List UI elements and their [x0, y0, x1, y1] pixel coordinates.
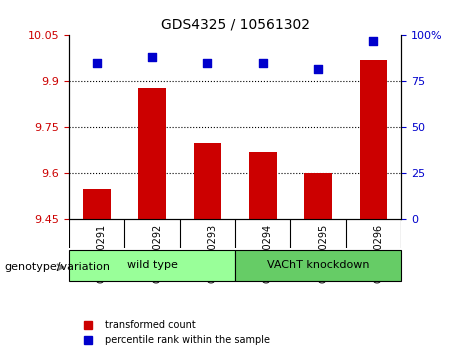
- FancyBboxPatch shape: [235, 250, 401, 281]
- Point: [314, 66, 322, 72]
- Text: GSM920296: GSM920296: [373, 224, 384, 283]
- Bar: [83, 189, 111, 219]
- Point: [204, 60, 211, 66]
- Point: [148, 55, 156, 60]
- Legend: transformed count, percentile rank within the sample: transformed count, percentile rank withi…: [74, 316, 274, 349]
- Point: [370, 38, 377, 44]
- Bar: [304, 173, 332, 219]
- Text: wild type: wild type: [127, 261, 177, 270]
- Point: [93, 60, 100, 66]
- Text: GSM920294: GSM920294: [263, 224, 273, 283]
- Point: [259, 60, 266, 66]
- Bar: [194, 143, 221, 219]
- Text: genotype/variation: genotype/variation: [5, 262, 111, 272]
- Text: GSM920292: GSM920292: [152, 224, 162, 283]
- Title: GDS4325 / 10561302: GDS4325 / 10561302: [160, 17, 310, 32]
- FancyBboxPatch shape: [69, 250, 235, 281]
- Text: GSM920293: GSM920293: [207, 224, 218, 283]
- Text: GSM920291: GSM920291: [97, 224, 107, 283]
- Bar: [138, 87, 166, 219]
- Text: VAChT knockdown: VAChT knockdown: [267, 261, 369, 270]
- Text: GSM920295: GSM920295: [318, 224, 328, 283]
- Bar: [249, 152, 277, 219]
- Bar: [360, 60, 387, 219]
